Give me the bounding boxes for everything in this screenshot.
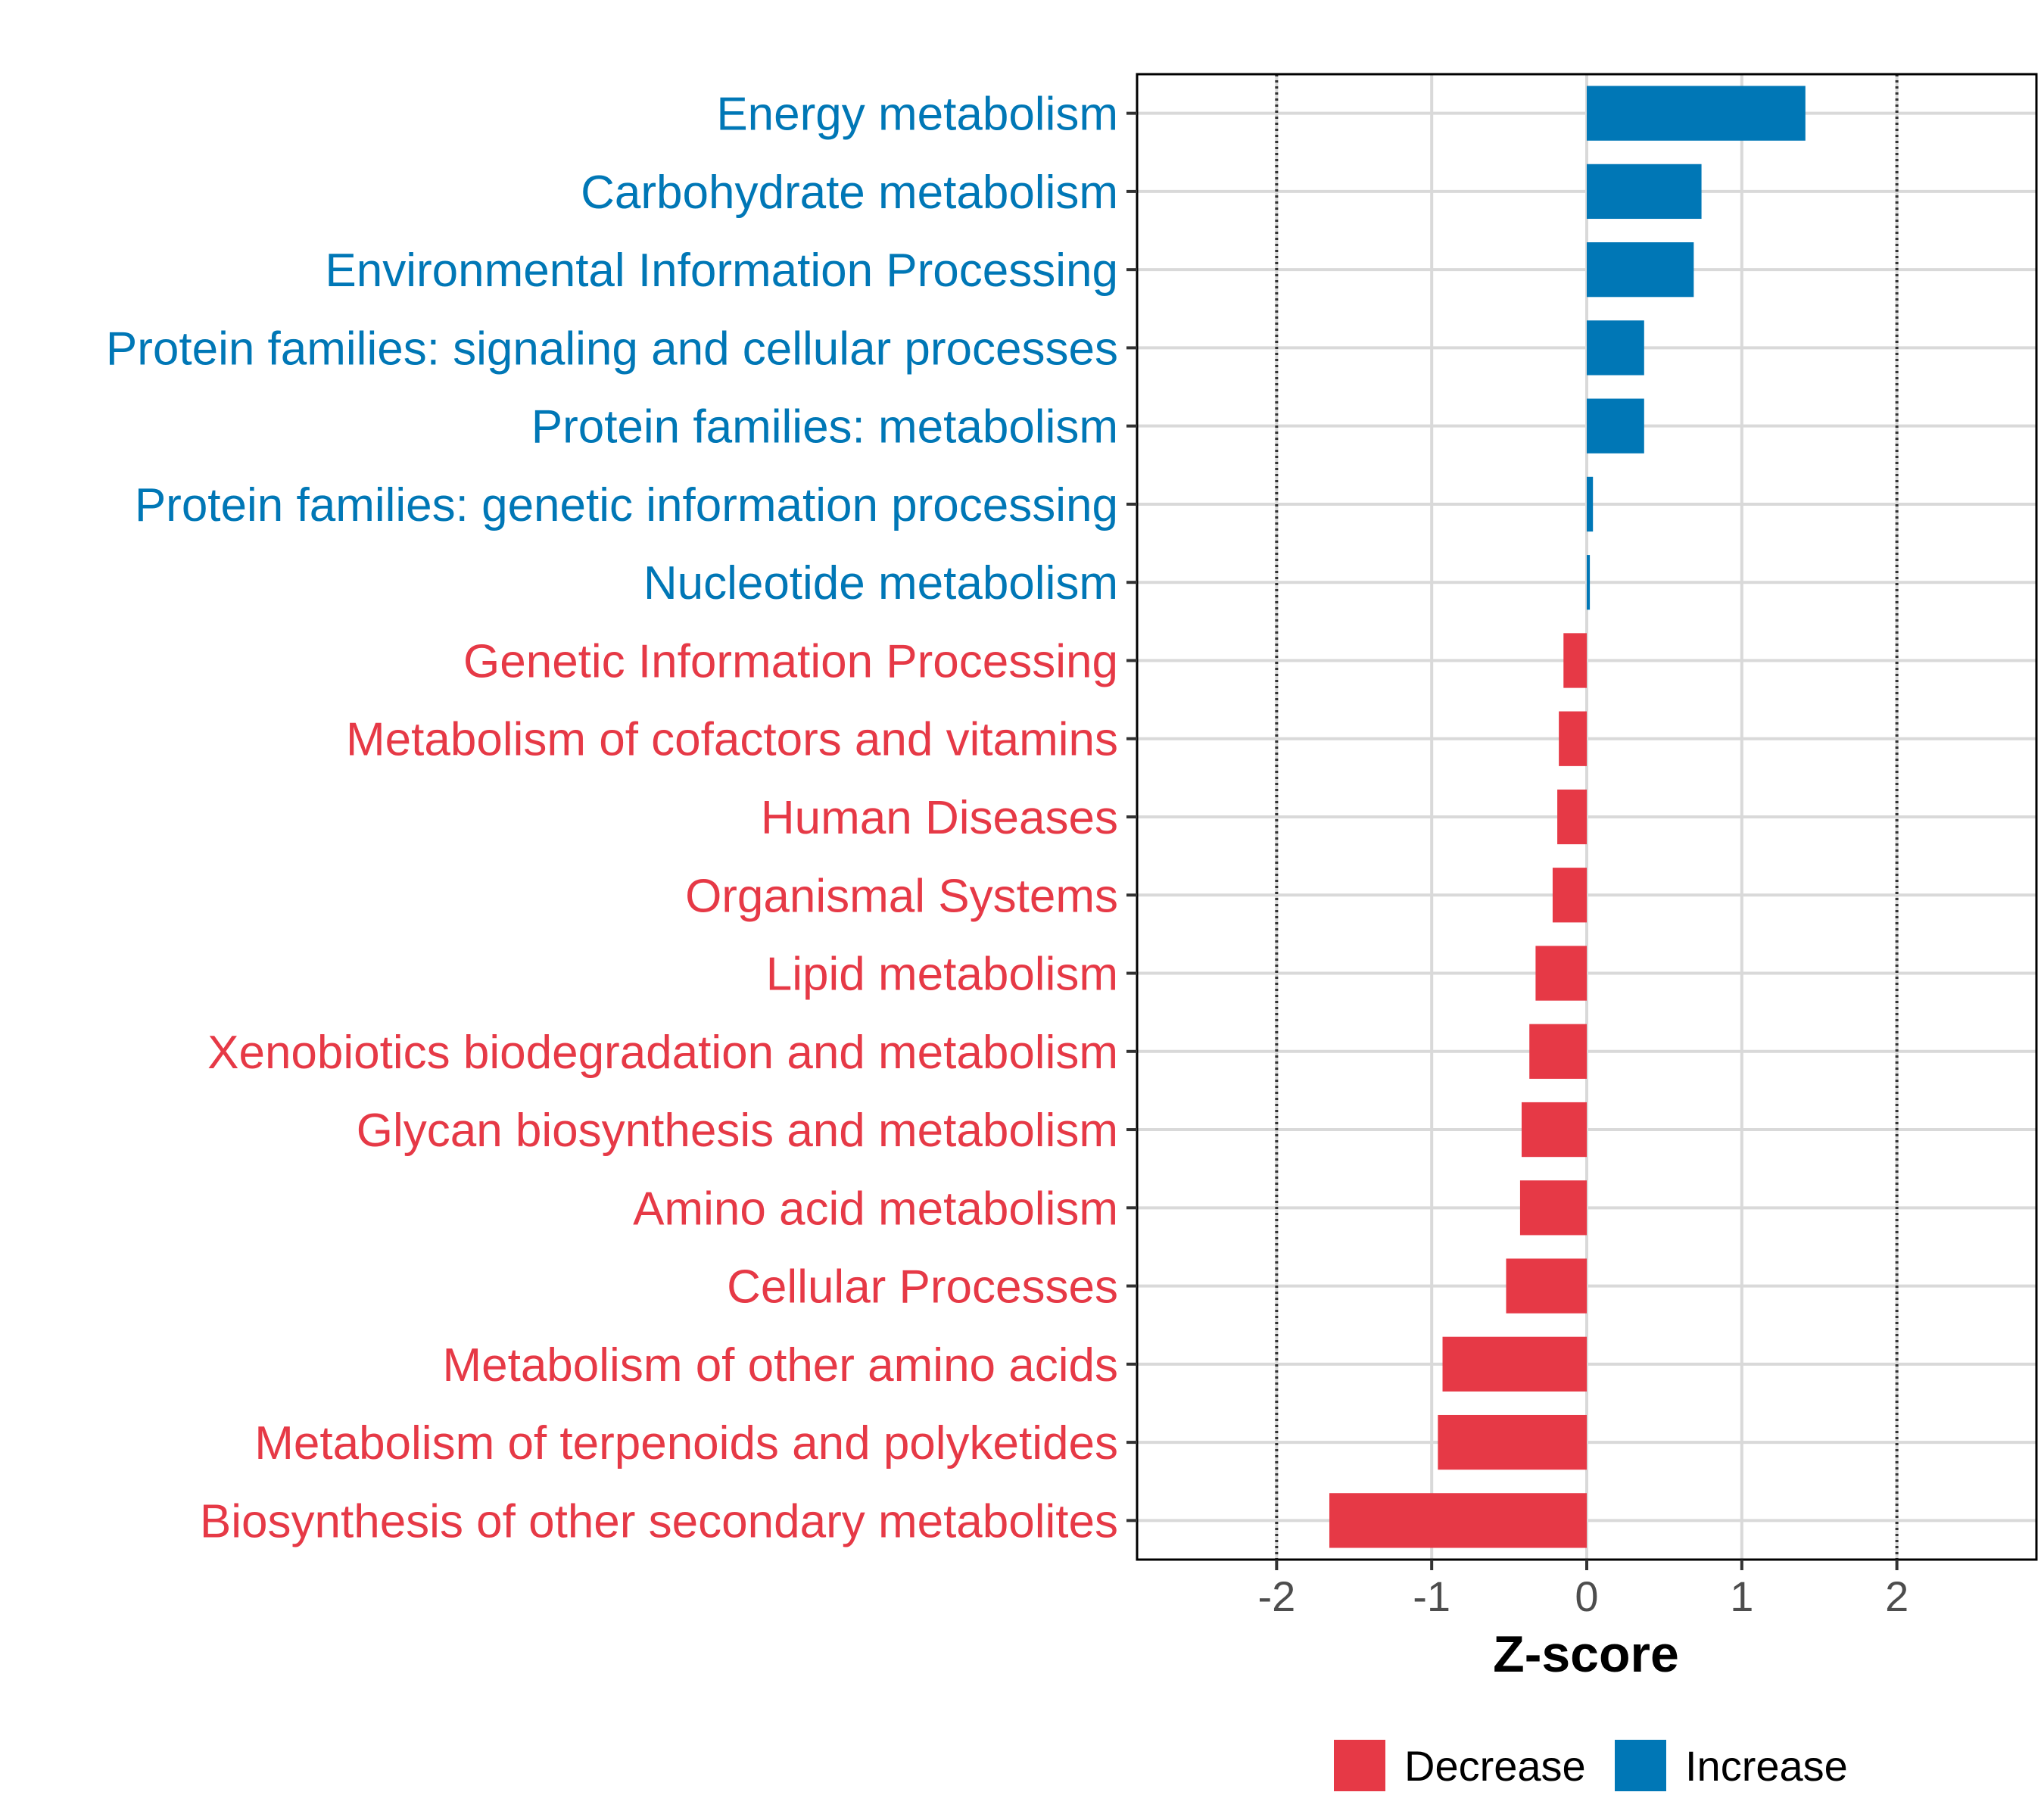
category-label-1: Carbohydrate metabolism: [581, 167, 1118, 219]
category-label-2: Environmental Information Processing: [325, 245, 1118, 297]
bar-18: [1329, 1493, 1587, 1548]
category-label-9: Human Diseases: [761, 792, 1118, 844]
bar-5: [1587, 476, 1594, 532]
category-label-15: Cellular Processes: [727, 1261, 1118, 1314]
bar-4: [1587, 398, 1644, 453]
category-label-7: Genetic Information Processing: [463, 635, 1118, 687]
legend: Decrease Increase: [1334, 1740, 1848, 1791]
category-label-6: Nucleotide metabolism: [643, 557, 1118, 609]
bar-11: [1535, 946, 1587, 1001]
bar-14: [1519, 1180, 1587, 1236]
category-label-14: Amino acid metabolism: [633, 1183, 1118, 1235]
category-label-12: Xenobiotics biodegradation and metabolis…: [207, 1027, 1118, 1079]
bar-1: [1587, 164, 1702, 220]
bar-10: [1552, 868, 1587, 923]
legend-swatch-increase: [1615, 1740, 1666, 1791]
category-label-3: Protein families: signaling and cellular…: [106, 323, 1118, 375]
category-label-0: Energy metabolism: [716, 89, 1118, 141]
bar-layer: [1329, 86, 1806, 1548]
bar-15: [1506, 1258, 1587, 1314]
x-tick-label-0: -2: [1257, 1572, 1295, 1620]
x-axis-title: Z-score: [1493, 1625, 1679, 1683]
category-label-10: Organismal Systems: [685, 870, 1118, 922]
category-label-16: Metabolism of other amino acids: [442, 1339, 1118, 1392]
bar-13: [1521, 1102, 1587, 1158]
bar-0: [1587, 86, 1806, 141]
category-label-13: Glycan biosynthesis and metabolism: [357, 1105, 1118, 1157]
x-tick-label-3: 1: [1730, 1572, 1753, 1620]
category-label-8: Metabolism of cofactors and vitamins: [346, 714, 1118, 766]
category-label-17: Metabolism of terpenoids and polyketides: [254, 1417, 1118, 1469]
bar-12: [1529, 1024, 1587, 1079]
legend-label-increase: Increase: [1685, 1742, 1848, 1790]
category-label-5: Protein families: genetic information pr…: [135, 479, 1118, 531]
x-tick-label-4: 2: [1885, 1572, 1908, 1620]
x-tick-label-1: -1: [1413, 1572, 1450, 1620]
legend-swatch-decrease: [1334, 1740, 1385, 1791]
bar-16: [1442, 1336, 1587, 1392]
category-labels: Energy metabolism Carbohydrate metabolism…: [106, 89, 1118, 1548]
legend-label-decrease: Decrease: [1404, 1742, 1586, 1790]
category-label-18: Biosynthesis of other secondary metaboli…: [200, 1495, 1118, 1547]
bar-2: [1587, 242, 1694, 298]
bar-17: [1438, 1414, 1587, 1470]
bar-8: [1559, 711, 1587, 766]
category-label-4: Protein families: metabolism: [531, 401, 1118, 453]
axis-layer: -2 -1 0 1 2: [1126, 73, 2038, 1620]
bar-6: [1587, 555, 1591, 610]
x-tick-label-2: 0: [1575, 1572, 1598, 1620]
category-label-11: Lipid metabolism: [766, 949, 1118, 1001]
bar-3: [1587, 320, 1644, 376]
bar-7: [1563, 633, 1587, 688]
bar-9: [1557, 789, 1587, 845]
